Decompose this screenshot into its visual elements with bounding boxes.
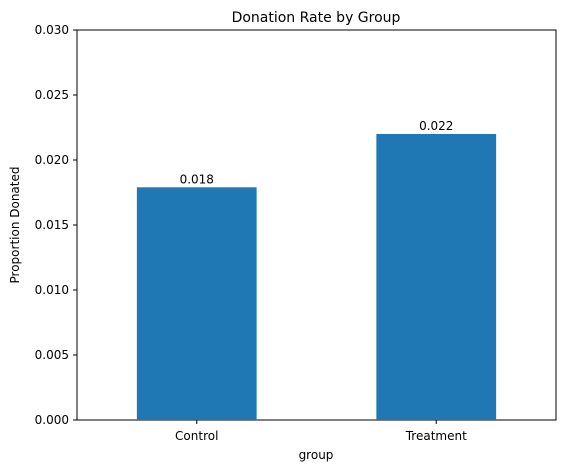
- y-tick-label: 0.020: [35, 153, 69, 167]
- bar-treatment: [376, 134, 497, 420]
- y-tick-label: 0.015: [35, 218, 69, 232]
- y-axis-label: Proportion Donated: [8, 167, 22, 284]
- y-tick-label: 0.005: [35, 348, 69, 362]
- y-tick-label: 0.000: [35, 413, 69, 427]
- bar-control: [136, 187, 257, 420]
- data-label-control: 0.018: [180, 172, 214, 186]
- x-axis-label: group: [299, 448, 334, 462]
- y-tick-label: 0.025: [35, 88, 69, 102]
- y-axis: 0.000 0.005 0.010 0.015 0.020 0.025 0.030: [35, 23, 77, 427]
- x-axis: Control Treatment: [175, 420, 467, 443]
- data-label-treatment: 0.022: [419, 119, 453, 133]
- chart-title: Donation Rate by Group: [232, 10, 401, 26]
- bars: 0.018 0.022: [136, 119, 497, 420]
- y-tick-label: 0.030: [35, 23, 69, 37]
- y-tick-label: 0.010: [35, 283, 69, 297]
- x-tick-label: Control: [175, 429, 218, 443]
- x-tick-label: Treatment: [405, 429, 467, 443]
